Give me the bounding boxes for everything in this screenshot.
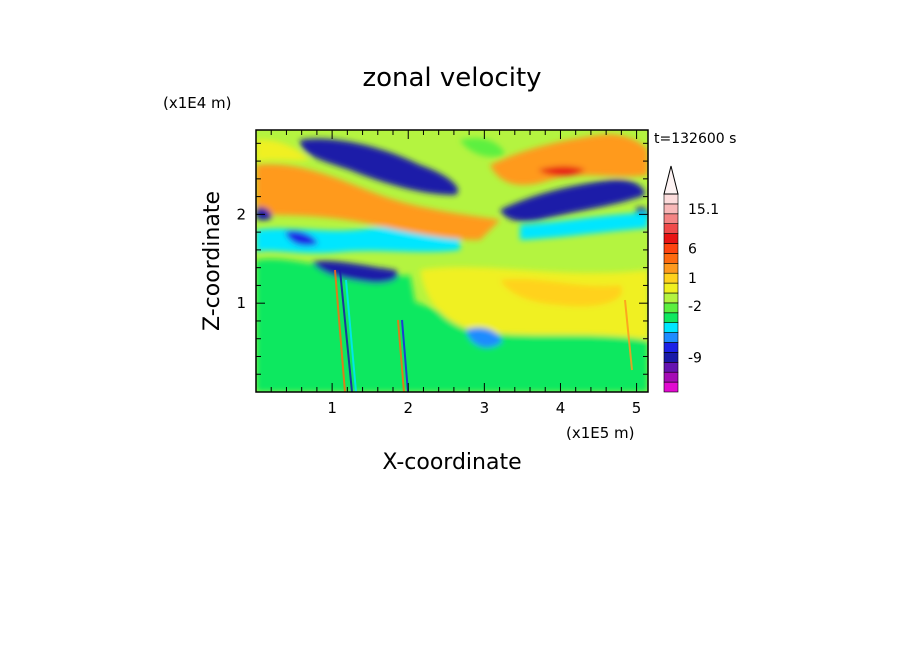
- colorbar-label: 1: [688, 271, 697, 287]
- colorbar-swatch: [663, 272, 679, 284]
- chart-title: zonal velocity: [362, 63, 541, 93]
- field-region-red-right: [538, 166, 585, 176]
- streak-6: [624, 299, 633, 371]
- colorbar-swatch: [663, 213, 679, 225]
- colorbar-swatch: [663, 292, 679, 304]
- x-unit-label: (x1E5 m): [566, 424, 635, 442]
- colorbar-swatch: [663, 243, 679, 254]
- x-axis-label: X-coordinate: [382, 450, 521, 475]
- field-region-cyan-right: [520, 212, 648, 240]
- colorbar-label: -2: [688, 299, 702, 315]
- x-tick-label: 1: [327, 399, 337, 417]
- colorbar-arrow: [663, 165, 679, 195]
- y-axis: 12: [236, 142, 648, 375]
- streak-2: [339, 269, 353, 392]
- field-region-orange-top: [256, 164, 500, 240]
- streak-4: [397, 319, 405, 392]
- colorbar-swatch: [663, 262, 679, 274]
- field-region-blue-mid: [312, 260, 399, 284]
- field-region-blue-top: [300, 138, 459, 195]
- field-region-orange-right: [490, 134, 648, 185]
- colorbar-swatch: [663, 322, 679, 333]
- plot-area: [256, 130, 648, 392]
- colorbar-swatch: [663, 352, 679, 363]
- field-region-blue-left: [285, 230, 318, 246]
- colorbar: 15.1 6 1 -2 -9: [663, 165, 719, 393]
- field-region-yellow-upper: [256, 139, 310, 162]
- field-region-yellow-mid: [420, 267, 648, 340]
- colorbar-label: 15.1: [688, 202, 719, 218]
- y-axis-label: Z-coordinate: [200, 191, 225, 331]
- x-tick-label: 2: [403, 399, 413, 417]
- plot-frame: [255, 129, 649, 393]
- colorbar-swatch: [663, 361, 679, 373]
- field-region-blue-edge-left: [256, 207, 272, 221]
- x-tick-label: 3: [480, 399, 490, 417]
- field-region-cyan-left: [256, 227, 460, 254]
- contour-field: [256, 134, 648, 392]
- x-axis: 1 2 3 4 5: [270, 130, 642, 417]
- x-tick-label: 4: [556, 399, 566, 417]
- time-label: t=132600 s: [654, 131, 736, 147]
- colorbar-swatch: [663, 203, 679, 215]
- colorbar-swatch: [663, 193, 679, 205]
- streak-5: [401, 319, 409, 392]
- colorbar-swatch: [663, 282, 679, 294]
- field-region-cyan-spot: [466, 327, 502, 348]
- field-region-blue-right: [500, 179, 645, 222]
- colorbar-swatch: [663, 342, 679, 353]
- colorbar-swatch: [663, 371, 679, 383]
- colorbar-label: -9: [688, 350, 702, 366]
- y-tick-label: 2: [236, 205, 246, 223]
- colorbar-swatch: [663, 312, 679, 323]
- colorbar-swatch: [663, 253, 679, 264]
- colorbar-swatch: [663, 223, 679, 234]
- field-region-green-upper: [460, 138, 505, 157]
- field-region-yellow-center: [500, 278, 622, 307]
- y-tick-label: 1: [236, 294, 246, 312]
- x-tick-label: 5: [632, 399, 642, 417]
- colorbar-swatch: [663, 381, 679, 393]
- colorbar-swatch: [663, 332, 679, 343]
- colorbar-swatch: [663, 233, 679, 244]
- colorbar-swatch: [663, 302, 679, 314]
- field-streaks: [334, 269, 633, 392]
- streak-1: [334, 269, 346, 392]
- streak-3: [345, 279, 357, 392]
- colorbar-label: 6: [688, 241, 697, 257]
- y-unit-label: (x1E4 m): [163, 94, 232, 112]
